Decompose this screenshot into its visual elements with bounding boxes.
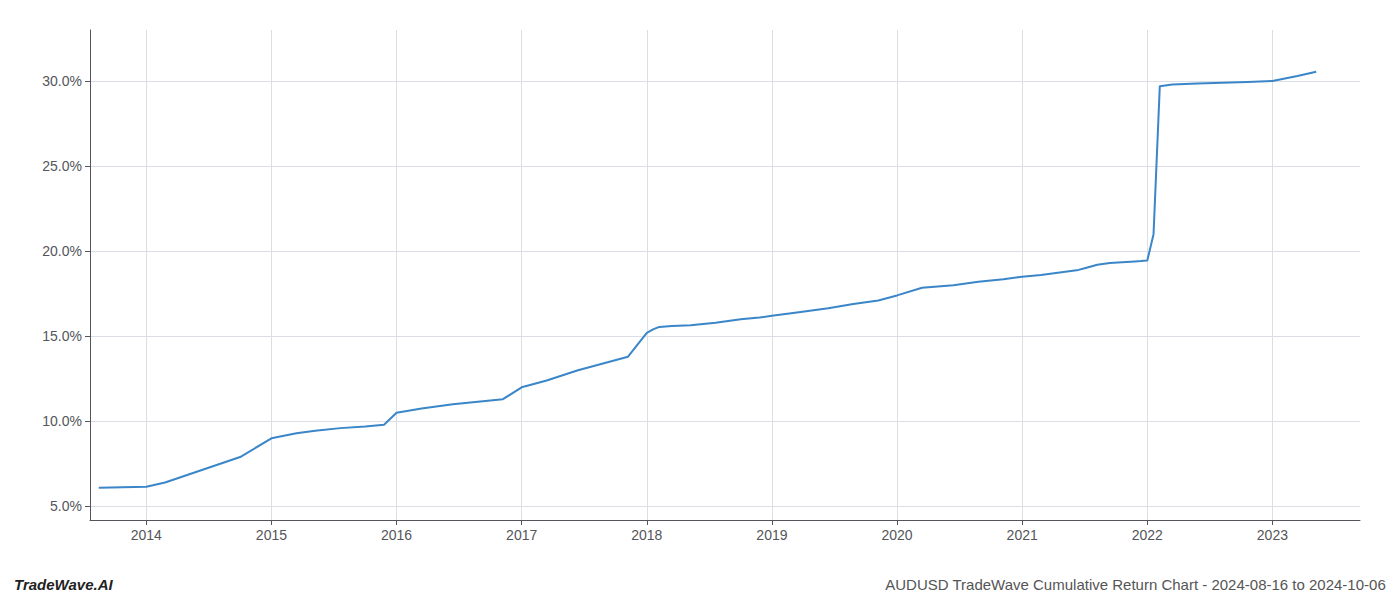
svg-text:2014: 2014 (131, 527, 162, 543)
svg-text:20.0%: 20.0% (42, 243, 82, 259)
svg-text:TradeWave.AI: TradeWave.AI (14, 576, 113, 593)
svg-text:AUDUSD TradeWave Cumulative Re: AUDUSD TradeWave Cumulative Return Chart… (885, 576, 1386, 593)
svg-text:2018: 2018 (631, 527, 662, 543)
svg-text:2022: 2022 (1132, 527, 1163, 543)
svg-text:5.0%: 5.0% (50, 498, 82, 514)
svg-text:2016: 2016 (381, 527, 412, 543)
svg-text:10.0%: 10.0% (42, 413, 82, 429)
svg-text:2023: 2023 (1257, 527, 1288, 543)
svg-text:15.0%: 15.0% (42, 328, 82, 344)
svg-text:30.0%: 30.0% (42, 73, 82, 89)
svg-text:2021: 2021 (1007, 527, 1038, 543)
svg-text:25.0%: 25.0% (42, 158, 82, 174)
svg-text:2017: 2017 (506, 527, 537, 543)
svg-text:2020: 2020 (881, 527, 912, 543)
svg-text:2019: 2019 (756, 527, 787, 543)
svg-text:2015: 2015 (256, 527, 287, 543)
